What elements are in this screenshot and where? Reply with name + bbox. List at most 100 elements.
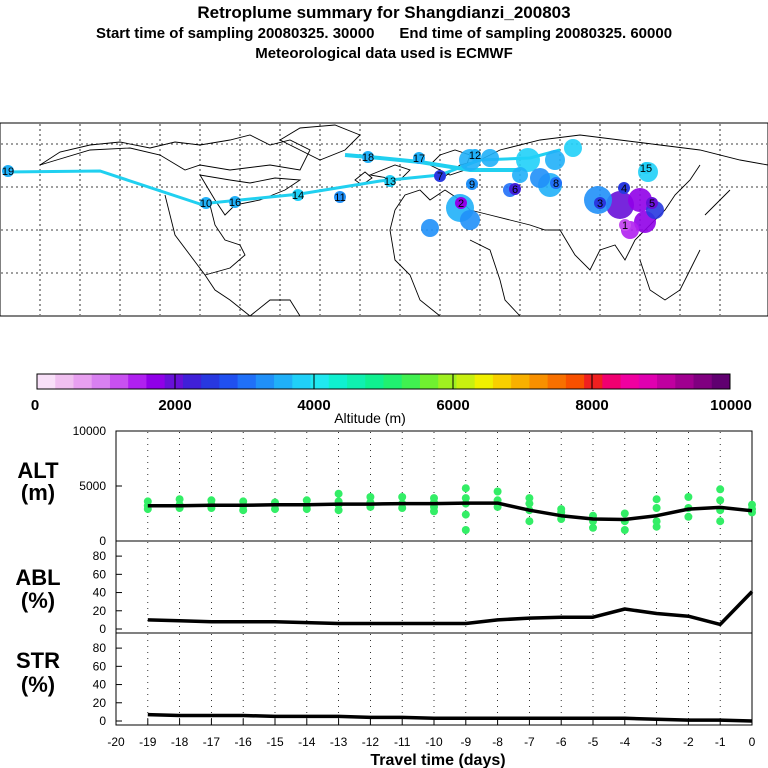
map-marker-day-16 — [229, 196, 241, 208]
colorbar-cell — [109, 374, 129, 389]
colorbar-cell — [584, 374, 603, 389]
x-tick-label: -8 — [492, 735, 503, 749]
map-label-day-5: 5 — [649, 198, 655, 210]
altitude-point — [334, 506, 343, 515]
map-marker-day-11 — [334, 191, 346, 203]
x-tick-label: -1 — [715, 735, 726, 749]
altitude-point — [652, 495, 661, 504]
x-tick-label: -5 — [588, 735, 599, 749]
map-label-day-1: 1 — [622, 220, 628, 232]
colorbar-cell — [529, 374, 549, 389]
colorbar-tick-label: 0 — [31, 397, 39, 414]
colorbar-label: Altitude (m) — [334, 410, 406, 426]
map-label-day-2: 2 — [458, 198, 464, 210]
str-series-line — [147, 712, 753, 723]
map-marker-day-18 — [362, 151, 374, 163]
map-label-day-17: 17 — [413, 153, 425, 165]
plume-centerline — [4, 148, 561, 206]
x-tick-label: -6 — [556, 735, 567, 749]
y-tick-label: 5000 — [79, 479, 106, 493]
y-axis-label: (%) — [21, 672, 55, 697]
x-tick-label: -11 — [394, 735, 411, 749]
map-marker-day-17 — [413, 152, 425, 164]
map-label-day-7: 7 — [437, 171, 443, 183]
x-tick-label: -7 — [524, 735, 535, 749]
altitude-point — [684, 493, 693, 501]
y-axis-label: ALT — [17, 458, 59, 483]
colorbar-cell — [274, 374, 293, 389]
altitude-point — [239, 506, 248, 515]
colorbar-cell — [511, 374, 530, 389]
colorbar-cell — [456, 374, 476, 389]
altitude-point — [461, 484, 470, 493]
colorbar-cell — [37, 374, 56, 389]
y-tick-label: 20 — [93, 696, 107, 710]
altitude-point — [525, 494, 534, 503]
x-tick-label: -17 — [203, 735, 221, 749]
x-tick-label: -14 — [298, 735, 316, 749]
retroplume-day-labels: 19 18 17 16 15 14 13 12 11 10 9 8 7 6 5 4 3 2 1 — [2, 149, 658, 232]
altitude-colorbar: 0 2000 4000 6000 8000 10000 Altitude (m) — [31, 373, 752, 426]
y-tick-label: 0 — [99, 714, 106, 728]
sampling-times: Start time of sampling 20080325. 30000 E… — [95, 25, 673, 42]
altitude-point — [461, 526, 470, 534]
colorbar-cell — [383, 374, 403, 389]
y-tick-label: 60 — [93, 567, 107, 581]
colorbar-cell — [693, 374, 713, 389]
colorbar-cell — [602, 374, 622, 389]
y-tick-label: 80 — [93, 641, 107, 655]
map-marker-day-19 — [2, 165, 14, 177]
colorbar-cell — [237, 374, 257, 389]
altitude-point — [525, 517, 534, 526]
colorbar-cell — [711, 374, 731, 389]
colorbar-cell — [146, 374, 166, 389]
map-marker-day-7 — [434, 170, 446, 182]
y-tick-label: 0 — [99, 534, 106, 548]
altitude-point — [652, 517, 661, 526]
map-panel: 19 18 17 16 15 14 13 12 11 10 9 8 7 6 5 4 3 2 1 — [0, 122, 768, 317]
colorbar-cell — [438, 374, 457, 389]
plume-blob — [606, 191, 634, 219]
y-tick-label: 40 — [93, 678, 107, 692]
plume-blob — [512, 167, 528, 183]
panel-abl: 0 20 40 60 80 ABL(%) — [15, 540, 754, 636]
x-tick-label: -19 — [139, 735, 157, 749]
altitude-point — [175, 495, 184, 504]
map-label-day-14: 14 — [292, 190, 304, 202]
x-tick-label: -18 — [171, 735, 189, 749]
colorbar-tick-label: 6000 — [436, 397, 469, 414]
y-axis-label: ABL — [15, 565, 60, 590]
map-marker-day-4 — [618, 182, 630, 194]
altitude-point — [366, 493, 375, 501]
colorbar-cell — [128, 374, 147, 389]
altitude-point — [716, 485, 725, 494]
colorbar-cell — [565, 374, 585, 389]
map-label-day-19: 19 — [2, 166, 14, 178]
map-marker-day-1 — [619, 219, 631, 231]
altitude-point — [525, 499, 534, 508]
colorbar-cell — [365, 374, 384, 389]
colorbar-cell — [547, 374, 567, 389]
altitude-point — [302, 505, 311, 514]
map-marker-day-2 — [455, 197, 467, 209]
abl-series-line — [147, 590, 754, 627]
altitude-point — [493, 487, 502, 496]
x-tick-label: -16 — [235, 735, 253, 749]
colorbar-cell — [255, 374, 275, 389]
y-tick-label: 0 — [99, 622, 106, 636]
map-marker-day-3 — [594, 197, 606, 209]
colorbar-cell — [328, 374, 348, 389]
map-marker-day-13 — [384, 175, 396, 187]
x-tick-label: -2 — [683, 735, 694, 749]
chart-title: Retroplume summary for Shangdianzi_20080… — [197, 3, 571, 22]
map-marker-day-9 — [466, 178, 478, 190]
map-marker-day-8 — [550, 177, 562, 189]
panel-alt: 0 5000 10000 ALT(m) — [17, 424, 756, 548]
altitude-point — [398, 504, 407, 512]
altitude-point — [652, 504, 661, 512]
altitude-point — [398, 493, 407, 501]
y-axis-label: (%) — [21, 588, 55, 613]
x-tick-label: 0 — [749, 735, 756, 749]
